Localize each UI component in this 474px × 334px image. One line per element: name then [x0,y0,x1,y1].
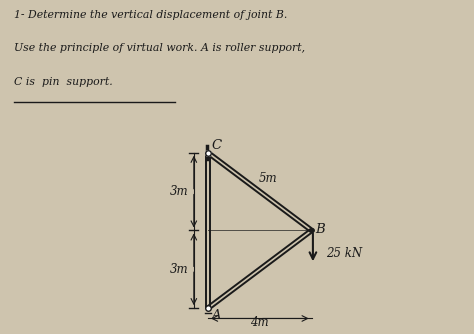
Text: 3m: 3m [170,185,189,198]
Text: A: A [211,309,221,322]
Text: 1- Determine the vertical displacement of joint B.: 1- Determine the vertical displacement o… [14,10,288,20]
Text: Use the principle of virtual work. A is roller support,: Use the principle of virtual work. A is … [14,43,305,53]
Text: 4m: 4m [251,316,269,329]
Text: 25 kN: 25 kN [326,247,362,260]
Text: C: C [211,139,221,152]
Text: C is  pin  support.: C is pin support. [14,77,113,87]
Text: 5m: 5m [258,172,277,185]
Text: B: B [315,223,325,236]
Text: 3m: 3m [170,263,189,276]
